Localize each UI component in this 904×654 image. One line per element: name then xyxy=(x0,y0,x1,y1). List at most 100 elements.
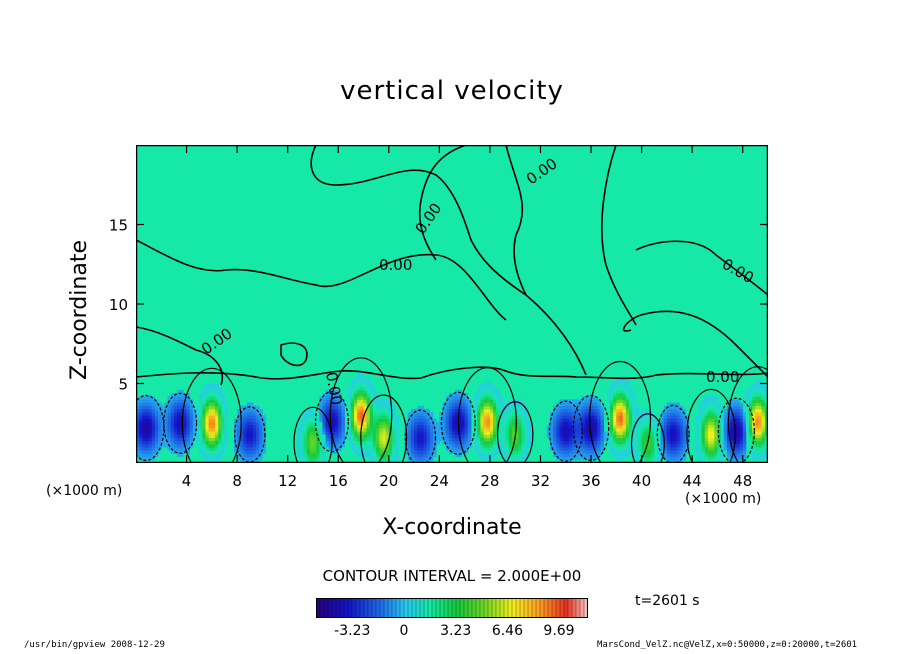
heatmap-cell xyxy=(625,415,630,419)
heatmap-cell xyxy=(670,437,674,442)
heatmap-cell xyxy=(373,443,377,448)
heatmap-cell xyxy=(749,431,753,435)
heatmap-cell xyxy=(335,418,339,423)
heatmap-cell xyxy=(164,415,168,419)
heatmap-cell xyxy=(610,402,614,407)
heatmap-cell xyxy=(366,424,371,429)
heatmap-cell xyxy=(499,447,503,451)
heatmap-cell xyxy=(167,447,172,451)
heatmap-cell xyxy=(556,443,560,448)
heatmap-cell xyxy=(619,421,624,426)
heatmap-cell xyxy=(341,405,345,410)
heatmap-cell xyxy=(338,428,342,432)
heatmap-cell xyxy=(208,393,213,397)
heatmap-cell xyxy=(363,437,368,442)
heatmap-cell xyxy=(189,405,194,410)
heatmap-cell xyxy=(417,412,421,416)
heatmap-cell xyxy=(161,424,165,429)
heatmap-cell xyxy=(429,421,434,426)
heatmap-cell xyxy=(657,443,661,448)
heatmap-cell xyxy=(575,399,579,403)
heatmap-cell xyxy=(486,447,491,451)
heatmap-cell xyxy=(205,405,210,410)
heatmap-cell xyxy=(382,402,387,407)
colorbar-cell xyxy=(471,598,477,618)
heatmap-cell xyxy=(742,415,747,419)
heatmap-cell xyxy=(385,428,390,432)
heatmap-cell xyxy=(262,434,266,438)
heatmap-cell xyxy=(382,431,387,435)
heatmap-cell xyxy=(704,421,709,426)
heatmap-cell xyxy=(177,412,181,416)
heatmap-cell xyxy=(512,434,516,438)
heatmap-cell xyxy=(363,402,368,407)
heatmap-cell xyxy=(597,443,601,448)
heatmap-cell xyxy=(698,421,703,426)
heatmap-cell xyxy=(319,450,323,454)
heatmap-cell xyxy=(565,402,570,407)
heatmap-cell xyxy=(173,424,178,429)
heatmap-cell xyxy=(208,440,213,445)
heatmap-cell xyxy=(726,434,731,438)
heatmap-cell xyxy=(180,402,184,407)
heatmap-cell xyxy=(638,428,642,432)
heatmap-cell xyxy=(458,443,462,448)
heatmap-cell xyxy=(565,434,570,438)
heatmap-cell xyxy=(489,386,494,391)
heatmap-cell xyxy=(363,405,368,410)
heatmap-cell xyxy=(587,396,592,400)
heatmap-cell xyxy=(316,459,320,463)
heatmap-cell xyxy=(341,412,345,416)
heatmap-cell xyxy=(764,386,768,391)
heatmap-cell xyxy=(613,386,617,391)
heatmap-cell xyxy=(486,450,491,454)
heatmap-cell xyxy=(742,437,747,442)
y-axis-label: Z-coordinate xyxy=(67,240,92,380)
heatmap-cell xyxy=(628,389,633,394)
heatmap-cell xyxy=(233,421,238,426)
heatmap-cell xyxy=(679,437,684,442)
heatmap-cell xyxy=(682,434,687,438)
heatmap-cell xyxy=(388,418,393,423)
heatmap-cell xyxy=(458,428,462,432)
heatmap-cell xyxy=(714,424,718,429)
heatmap-cell xyxy=(758,380,763,384)
heatmap-cell xyxy=(136,412,140,416)
heatmap-cell xyxy=(758,396,763,400)
heatmap-cell xyxy=(625,408,630,413)
heatmap-cell xyxy=(464,434,469,438)
heatmap-cell xyxy=(755,396,759,400)
heatmap-cell xyxy=(610,405,614,410)
heatmap-cell xyxy=(714,453,718,458)
heatmap-cell xyxy=(521,424,526,429)
heatmap-cell xyxy=(420,443,424,448)
heatmap-cell xyxy=(758,431,763,435)
heatmap-cell xyxy=(704,418,709,423)
heatmap-cell xyxy=(486,440,491,445)
heatmap-cell xyxy=(423,412,428,416)
heatmap-cell xyxy=(559,450,563,454)
heatmap-cell xyxy=(151,399,156,403)
heatmap-cell xyxy=(695,415,699,419)
heatmap-cell xyxy=(622,386,627,391)
heatmap-cell xyxy=(420,415,424,419)
heatmap-cell xyxy=(218,424,222,429)
heatmap-cell xyxy=(758,447,763,451)
heatmap-cell xyxy=(730,440,734,445)
heatmap-cell xyxy=(316,450,320,454)
heatmap-cell xyxy=(331,415,336,419)
heatmap-cell xyxy=(635,434,639,438)
colorbar-cell xyxy=(347,598,353,618)
heatmap-cell xyxy=(594,408,598,413)
colorbar-cell xyxy=(443,598,449,618)
heatmap-cell xyxy=(752,405,756,410)
heatmap-cell xyxy=(730,450,734,454)
heatmap-cell xyxy=(180,431,184,435)
heatmap-cell xyxy=(584,412,589,416)
heatmap-cell xyxy=(755,443,759,448)
colorbar-cell xyxy=(351,598,357,618)
heatmap-cell xyxy=(581,405,586,410)
heatmap-cell xyxy=(252,412,257,416)
heatmap-cell xyxy=(414,412,418,416)
heatmap-cell xyxy=(594,443,598,448)
